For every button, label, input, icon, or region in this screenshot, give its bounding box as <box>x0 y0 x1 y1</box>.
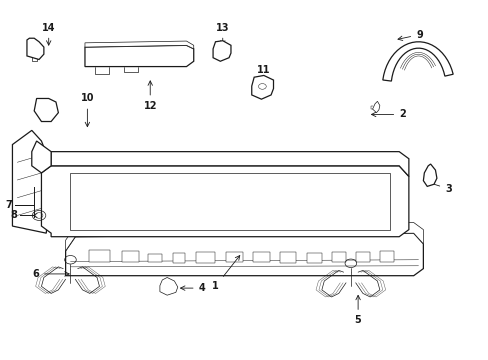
Polygon shape <box>226 252 243 261</box>
Polygon shape <box>251 76 273 99</box>
Polygon shape <box>65 233 423 276</box>
Polygon shape <box>65 222 423 251</box>
Text: 9: 9 <box>397 30 422 40</box>
Text: 8: 8 <box>10 211 17 220</box>
Text: 3: 3 <box>424 180 451 194</box>
Polygon shape <box>355 252 369 262</box>
Text: 7: 7 <box>6 200 12 210</box>
Polygon shape <box>85 45 193 67</box>
Text: 4: 4 <box>180 283 205 293</box>
Polygon shape <box>372 101 379 113</box>
Polygon shape <box>196 252 215 262</box>
Polygon shape <box>12 130 51 233</box>
Polygon shape <box>147 253 162 262</box>
Polygon shape <box>252 252 269 261</box>
Polygon shape <box>307 253 321 263</box>
Text: 1: 1 <box>212 256 239 291</box>
Polygon shape <box>34 99 58 122</box>
Polygon shape <box>279 252 296 262</box>
Polygon shape <box>423 164 436 186</box>
Polygon shape <box>173 253 185 263</box>
Text: 13: 13 <box>216 23 229 45</box>
Text: 10: 10 <box>81 94 94 127</box>
Polygon shape <box>382 42 452 81</box>
Polygon shape <box>32 141 51 173</box>
Polygon shape <box>41 166 408 237</box>
Polygon shape <box>213 41 230 61</box>
Text: 5: 5 <box>354 295 361 325</box>
Polygon shape <box>51 152 408 176</box>
Polygon shape <box>27 38 44 59</box>
Text: 11: 11 <box>257 65 270 93</box>
Text: 12: 12 <box>143 81 157 111</box>
Polygon shape <box>122 251 139 261</box>
Polygon shape <box>160 278 178 295</box>
Polygon shape <box>379 251 393 261</box>
Text: 2: 2 <box>371 109 405 120</box>
Polygon shape <box>85 41 193 49</box>
Text: 6: 6 <box>32 269 69 279</box>
Text: 14: 14 <box>42 23 55 45</box>
Polygon shape <box>70 173 389 230</box>
Polygon shape <box>331 252 346 262</box>
Polygon shape <box>88 250 110 262</box>
